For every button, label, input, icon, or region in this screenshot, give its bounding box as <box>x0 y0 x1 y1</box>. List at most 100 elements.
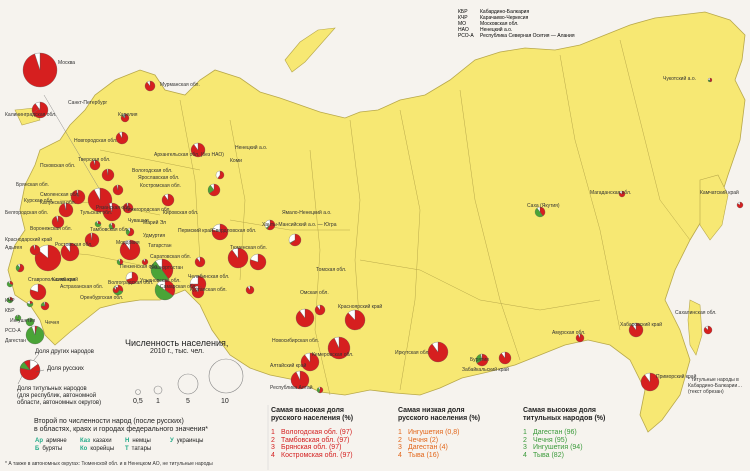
scale-label-0: 0,5 <box>133 398 143 405</box>
top-list-item: 2 Тамбовская обл. (97) <box>271 437 353 445</box>
abbreviation-code: РСО-А <box>458 33 474 39</box>
pie-slice <box>125 271 133 281</box>
pie-slice <box>164 279 176 297</box>
top-list-rank: 4 <box>271 451 275 459</box>
top-list-rank: 4 <box>523 451 527 459</box>
region-label: Волгоградская обл. <box>108 280 154 286</box>
region-label: Тверская обл. <box>78 157 111 163</box>
pie-slice <box>106 168 109 176</box>
top-list-title: Самая высокая доля титульных народов (%) <box>523 407 606 422</box>
pie-slice <box>191 285 205 299</box>
region-label: Ярославская обл. <box>138 175 180 181</box>
top-list-title: Самая высокая доля русского населения (%… <box>271 407 354 422</box>
pie-slice <box>25 326 45 345</box>
pie-slice <box>90 232 93 241</box>
region-label: Чечня <box>45 320 60 326</box>
legend-second-title: Второй по численности народ (после русск… <box>34 418 209 433</box>
ethnic-name: украинцы <box>176 438 204 444</box>
region-label: Алтайский край <box>270 363 307 369</box>
top-list-text: Костромская обл. (97) <box>281 451 353 459</box>
ethnic-code: У <box>170 438 174 444</box>
ethnic-name: татары <box>131 446 152 452</box>
pie-slice <box>288 233 296 244</box>
region-label: Новосибирская обл. <box>272 338 319 344</box>
legend-share-russians: Доля русских <box>47 366 84 372</box>
ethnic-name: корейцы <box>90 446 115 452</box>
region-label: Краснодарский край <box>5 237 53 243</box>
pie-slice <box>31 325 36 336</box>
pie-slice <box>17 263 21 269</box>
pie-slice <box>631 322 637 331</box>
size-legend <box>135 358 244 395</box>
share-legend <box>17 354 45 385</box>
pie-slice <box>8 296 11 301</box>
region-label: Амурская обл. <box>552 330 586 336</box>
region-label: Красноярский край <box>338 304 383 310</box>
pie-slice <box>334 336 340 349</box>
pie-slice <box>29 283 47 301</box>
region-label: Ханты-Мансийский а.о. — Югра <box>262 222 337 228</box>
pie-slice <box>76 189 79 198</box>
ethnic-name: буряты <box>42 446 63 452</box>
pie-slice <box>127 227 135 237</box>
top-list-rank: 2 <box>398 436 402 444</box>
region-label: Магаданская обл. <box>590 190 632 196</box>
pie-slice <box>161 193 175 207</box>
pie-slice <box>431 341 439 353</box>
region-label: Саратовская обл. <box>150 254 191 260</box>
pie-slice <box>249 253 267 271</box>
pie-slice <box>110 222 113 227</box>
pie-slice <box>707 77 711 81</box>
pie-slice <box>498 351 512 365</box>
region-label: Республика Алтай <box>270 385 313 391</box>
region-label: Вологодская обл. <box>132 168 173 174</box>
region-label: Ингушетия <box>10 318 36 324</box>
top-list-item: 4 Костромская обл. (97) <box>271 452 353 460</box>
region-label: Башкортостан <box>150 265 184 271</box>
pie-slice <box>705 325 709 331</box>
region-label: Ульяновская обл. <box>140 278 181 284</box>
scale-label-3: 10 <box>221 398 229 405</box>
region-label: Карелия <box>118 112 138 118</box>
top-list-rank: 3 <box>271 444 275 451</box>
side-note: * титульные народы в Кабардино-Балкарии…… <box>688 377 743 395</box>
top-list-rank: 2 <box>523 436 527 444</box>
region-label: Тюменская обл. <box>230 245 267 251</box>
pie-slice <box>737 201 741 206</box>
ethnic-name: немцы <box>132 438 151 444</box>
ethnic-legend-item: Каз казахи <box>80 438 112 444</box>
region-label: Кировская обл. <box>163 210 199 216</box>
pie-slice <box>34 52 41 71</box>
pie-slice <box>266 219 276 231</box>
pie-slice <box>304 352 311 363</box>
pie-slice <box>709 77 713 83</box>
region-label: Калининградская обл. <box>5 112 57 118</box>
pie-slice <box>16 314 19 319</box>
pie-slice <box>93 159 96 166</box>
pie-slice <box>534 207 544 218</box>
region-label: Астраханская обл. <box>60 284 104 290</box>
pie-slice <box>114 286 117 291</box>
region-label: Саха (Якутия) <box>527 203 560 209</box>
region-label: Курская обл. <box>24 198 54 204</box>
region-label: Рязанская обл. <box>96 205 132 211</box>
top-list-rank: 1 <box>271 429 275 436</box>
pie-slice <box>476 353 489 367</box>
region-label: Новгородская обл. <box>74 138 118 144</box>
population-pies <box>6 52 744 394</box>
abbreviation-name: Республика Северная Осетия — Алания <box>480 33 575 39</box>
pie-slice <box>154 283 174 301</box>
region-label: Архангельская обл. (без НАО) <box>154 152 224 158</box>
region-label: Ямало-Ненецкий а.о. <box>282 210 332 216</box>
top-list-text: Ингушетия (94) <box>533 444 583 451</box>
top-list-text: Тамбовская обл. (97) <box>281 436 350 444</box>
scale-label-1: 1 <box>156 398 160 405</box>
pie-slice <box>196 256 201 263</box>
pie-slice <box>35 101 41 111</box>
footnote: * А также в автономных округах: Тюменско… <box>5 461 213 467</box>
region-label: Забайкальский край <box>462 367 509 373</box>
region-label: КЧР <box>5 298 15 304</box>
